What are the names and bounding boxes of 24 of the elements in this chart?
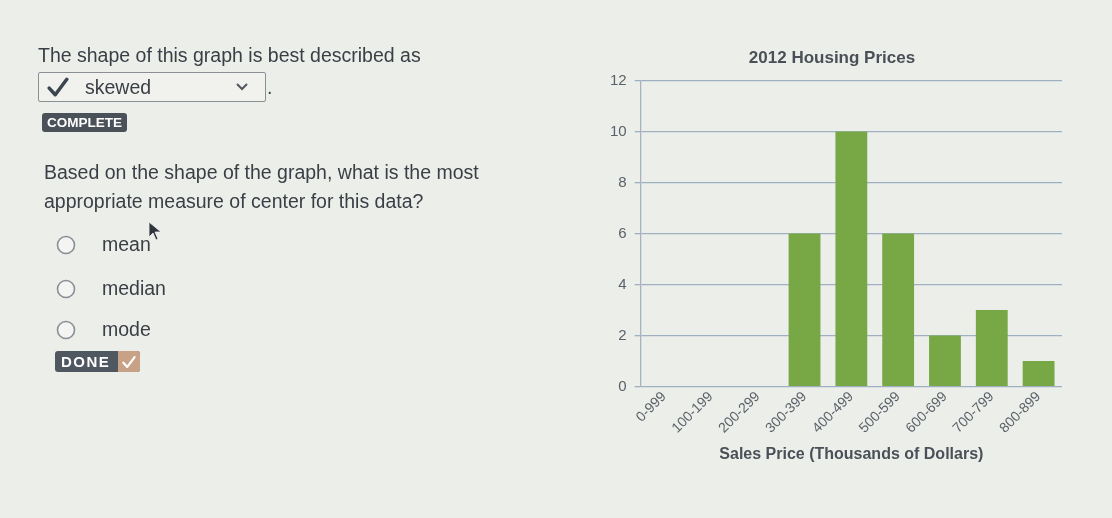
text: . <box>267 76 273 98</box>
y-tick-label: 2 <box>618 325 627 343</box>
text: The shape of this graph is best described as <box>38 44 421 66</box>
chart-title: 2012 Housing Prices <box>748 47 916 67</box>
text: mean <box>102 233 151 256</box>
text: mode <box>102 318 151 341</box>
y-tick-label: 8 <box>618 172 627 190</box>
text: median <box>102 277 166 300</box>
bar <box>788 233 821 386</box>
y-tick-label: 4 <box>618 274 627 292</box>
bar <box>1022 361 1055 386</box>
bar <box>882 233 915 386</box>
bar <box>975 310 1008 386</box>
done-button: DONE <box>55 351 141 372</box>
bar <box>835 131 868 386</box>
bar <box>929 335 961 386</box>
y-tick-label: 0 <box>618 376 627 394</box>
y-tick-label: 12 <box>610 70 627 88</box>
y-tick-label: 6 <box>618 223 627 241</box>
dropdown: skewed <box>38 72 266 102</box>
x-axis-title: Sales Price (Thousands of Dollars) <box>719 444 984 462</box>
y-tick-label: 10 <box>610 121 627 139</box>
status-badge: COMPLETE <box>42 113 127 132</box>
text: Based on the shape of the graph, what is the most appropriate measure of center for this data? <box>44 161 479 212</box>
